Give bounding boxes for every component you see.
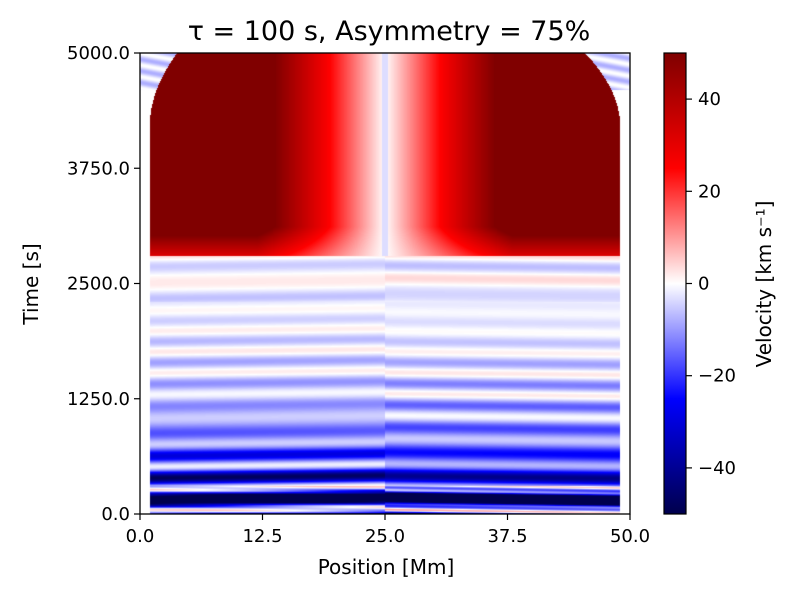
y-tick-label: 0.0 — [101, 504, 130, 525]
x-axis-label: Position [Mm] — [318, 555, 455, 579]
chart-title: τ = 100 s, Asymmetry = 75% — [188, 16, 591, 47]
x-axis: 0.0 12.5 25.0 37.5 50.0 — [126, 514, 650, 547]
x-tick-label: 0.0 — [126, 526, 155, 547]
x-tick-label: 25.0 — [365, 526, 405, 547]
y-axis-label: Time [s] — [19, 243, 43, 325]
heatmap-area — [140, 53, 630, 514]
y-tick-label: 5000.0 — [67, 43, 130, 64]
colorbar-tick-label: 40 — [698, 89, 721, 110]
x-tick-label: 37.5 — [487, 526, 527, 547]
colorbar-axis: 40 20 0 −20 −40 — [686, 89, 736, 479]
y-tick-label: 2500.0 — [67, 274, 130, 295]
colorbar-tick-label: −20 — [698, 366, 736, 387]
x-tick-label: 50.0 — [610, 526, 650, 547]
x-tick-label: 12.5 — [242, 526, 282, 547]
y-tick-label: 1250.0 — [67, 389, 130, 410]
colorbar-tick-label: 0 — [698, 274, 709, 295]
colorbar-label: Velocity [km s⁻¹] — [752, 201, 776, 368]
y-axis: 0.0 1250.0 2500.0 3750.0 5000.0 — [67, 43, 140, 525]
colorbar — [663, 52, 687, 515]
heatmap-image — [140, 53, 630, 514]
y-tick-label: 3750.0 — [67, 158, 130, 179]
colorbar-tick-label: −40 — [698, 458, 736, 479]
colorbar-tick-label: 20 — [698, 181, 721, 202]
